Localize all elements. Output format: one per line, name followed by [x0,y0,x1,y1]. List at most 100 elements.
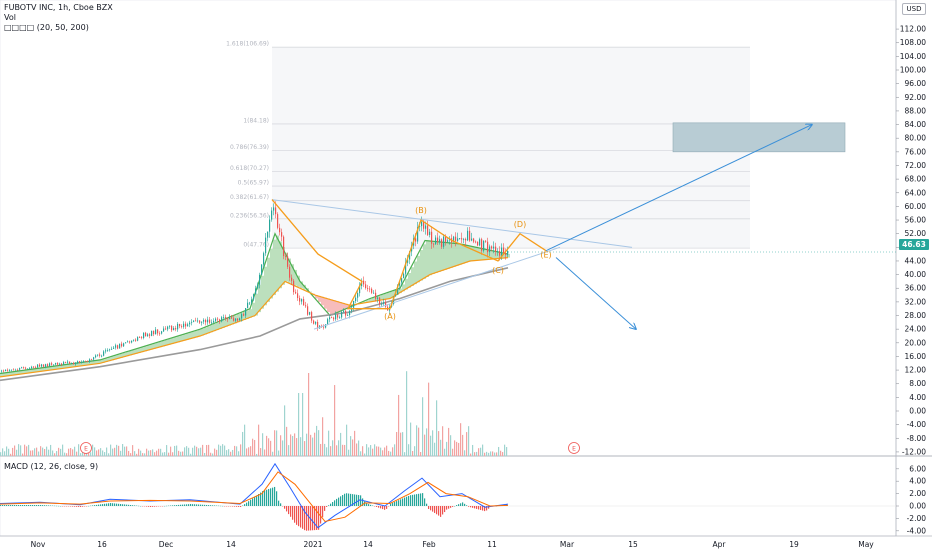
volume-bar [98,449,100,456]
macd-histogram-bar [312,506,314,531]
x-tick-label: May [858,540,874,549]
macd-histogram-bar [420,493,422,506]
candle-body [123,343,125,347]
ma-cloud-segment [156,342,159,348]
candle-body [479,239,481,246]
macd-histogram-bar [276,491,278,506]
candle-body [15,369,17,371]
volume-bar [272,451,274,456]
macd-histogram-bar [270,488,272,506]
volume-bar [202,444,204,456]
volume-bar [438,431,440,456]
macd-histogram-bar [254,496,256,506]
ma-cloud-segment [108,357,111,362]
volume-bar [340,432,342,456]
volume-bar [422,397,424,456]
candle-body [309,312,311,315]
ma-legend[interactable]: □□□□ (20, 50, 200) [4,23,89,32]
volume-bar [326,447,328,456]
ma-cloud-segment [426,240,429,277]
macd-histogram-bar [122,504,124,506]
price-candles [1,201,896,373]
volume-bar [108,453,110,456]
candle-body [473,238,475,242]
candle-body [209,319,211,323]
volume-bar [308,372,310,456]
volume-bar [220,445,222,456]
signal-line [0,471,509,523]
volume-bar [408,444,410,456]
volume-bar [426,428,428,456]
volume-bar [410,422,412,456]
macd-histogram-bar [180,504,182,506]
ma-cloud-segment [345,303,348,310]
ma-cloud-segment [120,353,123,358]
macd-histogram-bar [304,506,306,531]
candle-body [379,297,381,305]
macd-histogram-bar [78,506,80,507]
volume-bar [374,444,376,456]
macd-histogram-bar [416,494,418,506]
volume-bar [468,426,470,456]
volume-bar [66,453,68,456]
candle-body [149,334,151,336]
candle-body [217,318,219,320]
volume-bar [372,448,374,456]
volume-bar [396,431,398,456]
currency-button[interactable]: USD [902,3,926,15]
candle-body [481,239,483,251]
volume-bar [450,435,452,456]
ma-cloud-segment [399,288,402,294]
y-tick-label: 84.00 [905,120,927,129]
ma-cloud-segment [198,329,201,337]
candle-body [465,238,467,241]
volume-bar [124,446,126,456]
volume-bar [212,453,214,456]
ma-cloud-segment [339,302,342,312]
candle-body [287,256,289,267]
candle-body [339,317,341,319]
macd-histogram-bar [444,506,446,513]
candle-body [165,328,167,330]
macd-histogram-bar [368,504,370,506]
volume-bar [366,444,368,456]
candle-body [405,262,407,274]
volume-bar [210,452,212,456]
volume-bar [52,450,54,456]
volume-bar [24,444,26,456]
volume-bar [32,450,34,456]
candle-body [215,318,217,321]
volume-bar [246,448,248,456]
volume-bar [252,438,254,456]
candle-body [349,310,351,315]
y-tick-label: 0.00 [909,407,926,416]
candle-body [121,343,123,347]
ma-cloud-segment [18,371,21,375]
macd-histogram-bar [352,494,354,506]
ma-cloud-segment [468,245,471,262]
volume-bar [58,447,60,456]
volume-legend[interactable]: Vol [4,13,16,22]
ma-cloud-segment [420,250,423,281]
ma-cloud-segment [327,298,330,313]
ma-cloud-segment [318,295,321,302]
macd-histogram-bar [408,495,410,506]
macd-histogram-bar [452,506,454,507]
macd-histogram-bar [412,494,414,506]
candle-body [255,288,257,295]
volume-bar [482,444,484,456]
ma-cloud-segment [258,284,261,313]
macd-legend[interactable]: MACD (12, 26, close, 9) [4,462,99,471]
macd-histogram-bar [456,505,458,506]
y-tick-label: -8.00 [907,434,927,443]
macd-histogram-bar [204,504,206,506]
ma-cloud-segment [279,241,282,289]
ma-cloud-segment [375,296,378,302]
candle-body [229,317,231,319]
y-tick-label: 72.00 [905,161,927,170]
ma-cloud-segment [51,366,54,370]
symbol-title[interactable]: FUBOTV INC, 1h, Cboe BZX [4,3,113,12]
ma-cloud-segment [471,246,474,261]
candle-body [81,361,83,363]
